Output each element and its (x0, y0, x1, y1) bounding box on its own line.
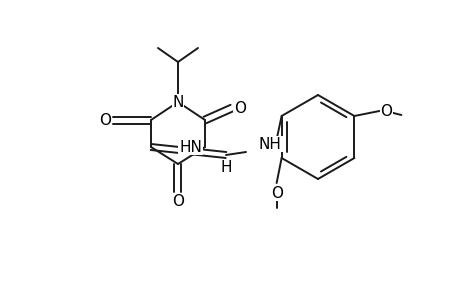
Text: O: O (380, 103, 392, 118)
Text: N: N (172, 94, 183, 110)
Text: HN: HN (179, 140, 202, 154)
Text: NH: NH (258, 136, 281, 152)
Text: O: O (234, 100, 246, 116)
Text: O: O (99, 112, 111, 128)
Text: O: O (172, 194, 184, 208)
Text: O: O (270, 185, 282, 200)
Text: H: H (220, 160, 231, 175)
